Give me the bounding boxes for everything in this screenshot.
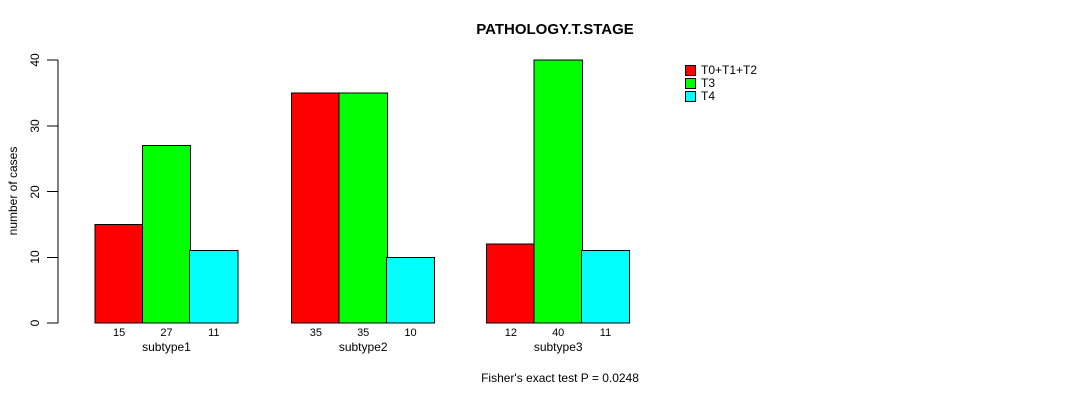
bar: [338, 92, 388, 324]
y-tick-label: 0: [28, 319, 42, 327]
legend-label: T3: [701, 76, 716, 90]
legend-item: T0+T1+T2: [685, 63, 758, 77]
bar-value-label: 35: [357, 327, 370, 339]
category-label: subtype3: [533, 340, 583, 354]
legend-swatch: [685, 91, 696, 102]
bar-value-label: 27: [160, 327, 173, 339]
legend-item: T3: [685, 76, 757, 90]
category-label: subtype1: [142, 340, 191, 354]
bar: [94, 223, 144, 324]
legend-swatch: [685, 65, 696, 76]
bar-value-label: 12: [504, 327, 517, 339]
legend-label: T0+T1+T2: [701, 63, 758, 77]
legend: T0+T1+T2 T3 T4: [685, 63, 758, 104]
y-tick-label: 20: [28, 184, 42, 199]
category-label: subtype2: [338, 340, 388, 354]
bar: [385, 256, 436, 324]
bar: [141, 144, 192, 324]
chart-subtitle: Fisher's exact test P = 0.0248: [481, 371, 639, 385]
bar: [533, 59, 583, 324]
bar-value-label: 15: [113, 327, 126, 339]
y-tick-label: 40: [28, 53, 42, 67]
bar-value-label: 11: [208, 327, 220, 339]
chart-title: PATHOLOGY.T.STAGE: [476, 21, 634, 38]
legend-swatch: [685, 78, 696, 89]
bar-value-label: 11: [599, 327, 612, 339]
y-tick-label: 10: [28, 250, 42, 264]
bar: [291, 92, 341, 324]
bar: [580, 250, 631, 324]
bar-value-label: 10: [404, 327, 417, 339]
legend-item: T4: [685, 89, 757, 103]
y-tick-label: 30: [28, 119, 42, 133]
bar-value-label: 40: [552, 327, 565, 339]
bar: [486, 243, 536, 324]
bar: [189, 250, 239, 324]
bar-value-label: 35: [309, 327, 322, 339]
legend-label: T4: [701, 89, 716, 103]
